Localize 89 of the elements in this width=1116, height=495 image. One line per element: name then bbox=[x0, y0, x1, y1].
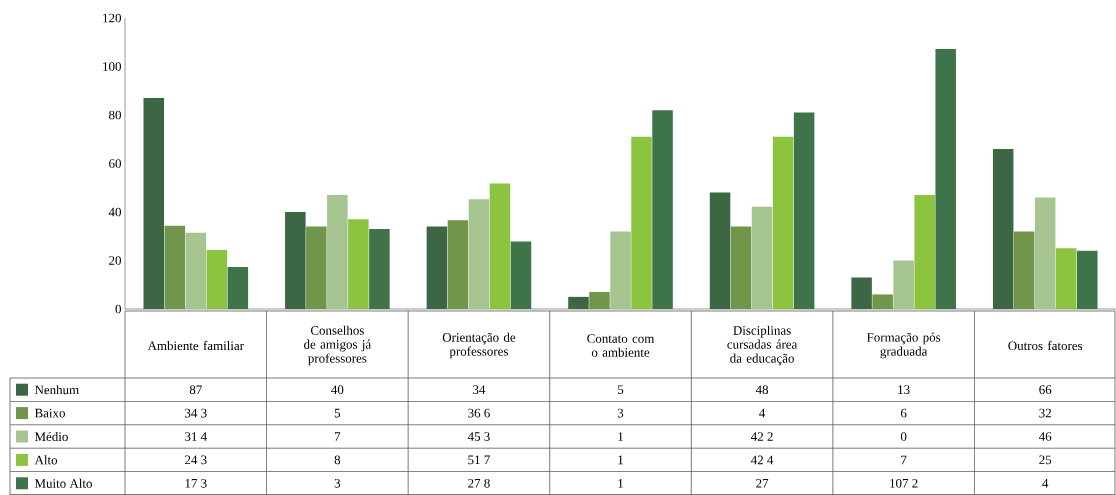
text: 7 bbox=[334, 432, 341, 441]
legend-label: Nenhum bbox=[34, 385, 79, 395]
text: 32 bbox=[1039, 408, 1051, 418]
bar bbox=[610, 231, 631, 309]
text: 87 bbox=[189, 385, 202, 395]
bar bbox=[426, 226, 448, 309]
bar bbox=[227, 267, 249, 309]
x-tick-label: Conselhos de amigos já professores bbox=[304, 325, 371, 366]
bar bbox=[1055, 248, 1077, 309]
bar bbox=[447, 220, 469, 309]
bar bbox=[1013, 231, 1035, 309]
y-tick-label: 100 bbox=[103, 62, 121, 71]
legend-label: Baixo bbox=[34, 408, 65, 418]
text: 7 bbox=[901, 455, 907, 465]
bar bbox=[185, 232, 207, 309]
bar bbox=[631, 136, 652, 309]
text: 42 2 bbox=[750, 432, 773, 441]
bar bbox=[772, 136, 794, 309]
legend-label: Médio bbox=[34, 431, 68, 442]
text: 1 bbox=[618, 432, 623, 441]
legend-label: Alto bbox=[34, 455, 58, 465]
bar bbox=[1077, 250, 1098, 309]
bar bbox=[1034, 197, 1056, 309]
bar bbox=[568, 296, 589, 309]
bar bbox=[992, 148, 1014, 309]
text: 27 8 bbox=[468, 478, 490, 488]
text: 3 bbox=[334, 478, 341, 488]
x-tick-label: Disciplinas cursadas área da educação bbox=[727, 325, 798, 366]
bar bbox=[709, 192, 731, 309]
text: 31 4 bbox=[185, 432, 207, 441]
text: 34 bbox=[473, 385, 486, 395]
x-tick-label: Formação pós graduada bbox=[866, 332, 941, 359]
text: 13 bbox=[898, 385, 910, 395]
text: 4 bbox=[1042, 479, 1049, 488]
text: 27 bbox=[756, 479, 769, 488]
bar bbox=[893, 260, 914, 309]
x-tick-label: Ambiente familiar bbox=[147, 340, 244, 351]
y-tick-label: 40 bbox=[108, 207, 121, 217]
text: 66 bbox=[1039, 385, 1052, 395]
bar bbox=[143, 98, 165, 309]
bar bbox=[935, 49, 956, 309]
text: 42 4 bbox=[750, 455, 774, 465]
text: 6 bbox=[900, 408, 907, 418]
bar bbox=[751, 206, 773, 309]
text: 51 7 bbox=[468, 455, 490, 465]
text: 107 2 bbox=[890, 478, 918, 488]
bar bbox=[652, 110, 673, 309]
y-tick-label: 60 bbox=[109, 159, 121, 168]
text: 40 bbox=[331, 385, 344, 395]
bar bbox=[369, 228, 390, 309]
text: 48 bbox=[755, 385, 769, 395]
text: 5 bbox=[618, 385, 624, 394]
text: 34 3 bbox=[185, 408, 207, 418]
text: 8 bbox=[334, 455, 341, 465]
text: 25 bbox=[1039, 455, 1052, 465]
bar bbox=[489, 183, 511, 309]
bar bbox=[730, 226, 752, 309]
bar bbox=[164, 225, 186, 309]
x-tick-label: Orientação de professores bbox=[442, 332, 516, 359]
text: 24 3 bbox=[185, 455, 207, 465]
text: 5 bbox=[334, 408, 341, 418]
legend-label: Muito Alto bbox=[34, 478, 92, 488]
text: 36 6 bbox=[468, 408, 490, 418]
bar bbox=[510, 241, 532, 309]
text: 45 3 bbox=[467, 432, 490, 441]
bar bbox=[914, 195, 935, 309]
x-tick-label: Outros fatores bbox=[1008, 340, 1083, 351]
bar bbox=[851, 277, 872, 309]
bar bbox=[285, 212, 306, 309]
bar bbox=[206, 250, 228, 309]
text: 17 3 bbox=[185, 478, 207, 488]
bar bbox=[348, 219, 369, 309]
bar bbox=[327, 195, 348, 309]
text: 0 bbox=[900, 432, 907, 441]
bar bbox=[306, 226, 327, 309]
text: 3 bbox=[617, 408, 624, 418]
text: 4 bbox=[759, 408, 766, 418]
y-tick-label: 120 bbox=[103, 13, 121, 23]
bar bbox=[589, 292, 610, 309]
y-tick-label: 0 bbox=[115, 304, 121, 314]
text: 1 bbox=[618, 479, 623, 488]
y-tick-label: 20 bbox=[109, 256, 121, 265]
x-tick-label: Contato com o ambiente bbox=[587, 334, 655, 357]
text: 1 bbox=[618, 455, 623, 465]
bar bbox=[793, 112, 815, 309]
y-tick-label: 80 bbox=[109, 110, 121, 120]
text: 46 bbox=[1038, 432, 1052, 441]
bar bbox=[872, 294, 893, 309]
bar bbox=[468, 199, 490, 309]
